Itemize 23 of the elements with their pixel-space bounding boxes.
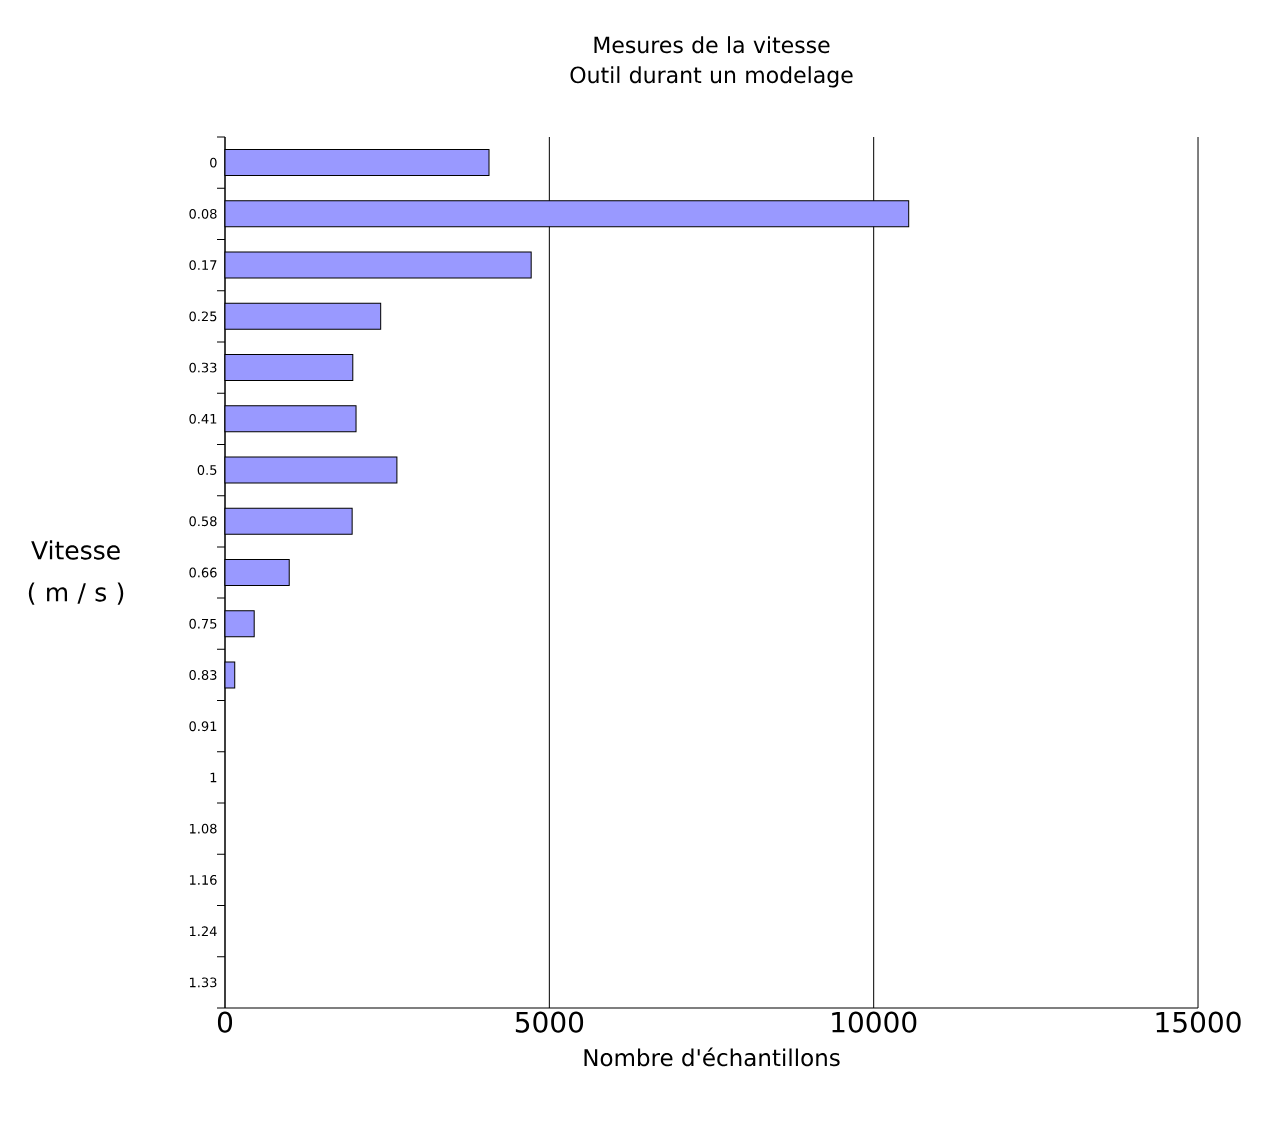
y-tick-label: 0.41 [189,413,217,424]
y-tick-label: 1 [210,772,217,783]
y-axis-title: Vitesse ( m / s ) [28,540,124,605]
y-tick-label: 1.24 [189,926,217,936]
y-tick-label: 0.83 [189,670,217,680]
x-axis-title: Nombre d'échantillons [584,1047,840,1067]
y-tick-label: 0.5 [197,465,217,475]
y-tick-label: 1.33 [189,977,217,988]
y-tick-label: 0.58 [189,516,217,527]
y-tick-label: 0.08 [189,208,217,219]
x-tick-label: 15000 [1156,1011,1241,1033]
y-tick-label: 0.25 [189,311,217,322]
y-tick-label: 1.16 [189,875,217,885]
y-tick-label: 0.17 [189,260,217,271]
chart-title: Mesures de la vitesse Outil durant un modelage [570,36,853,88]
y-tick-label: 0 [210,157,217,168]
x-tick-label: 5000 [515,1011,584,1033]
y-tick-label: 1.08 [189,823,217,834]
y-tick-label: 0.91 [189,721,217,732]
y-tick-label: 0.66 [189,567,217,578]
y-tick-label: 0.75 [189,618,217,629]
x-tick-label: 10000 [832,1011,917,1033]
y-tick-label: 0.33 [189,362,217,373]
